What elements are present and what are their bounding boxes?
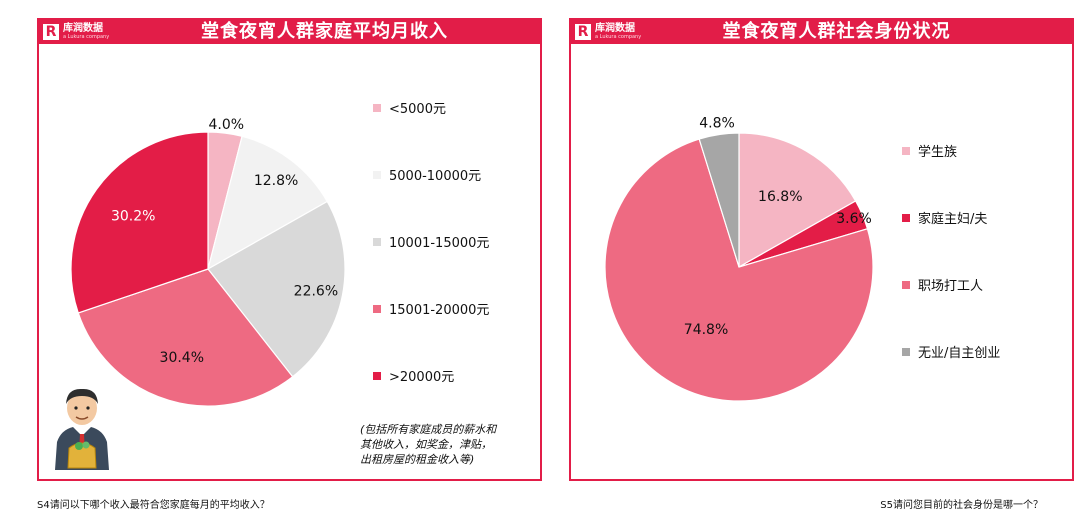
legend-label: >20000元 bbox=[389, 370, 455, 385]
legend-label: <5000元 bbox=[389, 102, 446, 117]
legend-item: 学生族 bbox=[902, 141, 957, 160]
legend-label: 学生族 bbox=[918, 145, 958, 160]
slice-value-label: 16.8% bbox=[758, 189, 802, 205]
legend-item: 职场打工人 bbox=[902, 275, 983, 294]
legend-swatch bbox=[373, 371, 381, 380]
pie-slice bbox=[698, 132, 740, 268]
slice-value-label: 4.8% bbox=[699, 116, 735, 132]
identity-chart-panel: R 库润数据 a Lukura company 堂食夜宵人群社会身份状况 16.… bbox=[569, 18, 1074, 481]
legend-swatch bbox=[373, 103, 381, 112]
income-pie-chart: 4.0% 12.8% 22.6% 30.4% 30.2% bbox=[70, 117, 346, 407]
legend-label: 家庭主妇/夫 bbox=[918, 212, 988, 227]
legend-item: 15001-20000元 bbox=[373, 299, 489, 318]
legend-swatch bbox=[373, 304, 381, 313]
chart-title: 堂食夜宵人群社会身份状况 bbox=[722, 21, 951, 42]
slice-value-label: 74.8% bbox=[684, 322, 728, 338]
legend-item: 5000-10000元 bbox=[373, 165, 481, 184]
legend-item: 无业/自主创业 bbox=[902, 342, 1000, 361]
legend-swatch bbox=[902, 146, 910, 155]
question-text-left: S4请问以下哪个收入最符合您家庭每月的平均收入？ bbox=[37, 500, 270, 511]
logo-mark: R bbox=[575, 24, 591, 40]
logo-name-en: a Lukura company bbox=[63, 34, 110, 40]
logo-name-cn: 库润数据 bbox=[595, 23, 635, 34]
legend-item: 家庭主妇/夫 bbox=[902, 208, 987, 227]
brand-logo: R 库润数据 a Lukura company bbox=[575, 23, 641, 41]
legend-swatch bbox=[373, 170, 381, 179]
legend-label: 无业/自主创业 bbox=[918, 346, 1001, 361]
legend-swatch bbox=[902, 280, 910, 289]
businessman-illustration bbox=[55, 388, 109, 470]
legend-item: <5000元 bbox=[373, 98, 446, 117]
slice-value-label: 4.0% bbox=[209, 117, 245, 133]
panel-header: R 库润数据 a Lukura company 堂食夜宵人群家庭平均月收入 bbox=[39, 20, 540, 44]
legend-swatch bbox=[902, 347, 910, 356]
pie-slice bbox=[70, 131, 209, 314]
legend-swatch bbox=[373, 237, 381, 246]
legend-item: 10001-15000元 bbox=[373, 232, 489, 251]
logo-name-en: a Lukura company bbox=[595, 34, 642, 40]
pie-slice bbox=[207, 135, 329, 271]
legend-label: 5000-10000元 bbox=[389, 169, 482, 184]
slice-value-label: 22.6% bbox=[294, 283, 338, 299]
legend-label: 职场打工人 bbox=[918, 279, 984, 294]
brand-logo: R 库润数据 a Lukura company bbox=[43, 23, 109, 41]
income-note: (包括所有家庭成员的薪水和其他收入，如奖金，津贴，出租房屋的租金收入等) bbox=[360, 423, 497, 466]
logo-mark: R bbox=[43, 24, 59, 40]
question-text-right: S5请问您目前的社会身份是哪一个？ bbox=[880, 500, 1043, 511]
pie-slice bbox=[77, 268, 294, 407]
identity-pie-chart: 16.8% 3.6% 74.8% 4.8% bbox=[604, 116, 874, 402]
pie-slice bbox=[207, 200, 346, 378]
slice-value-label: 30.2% bbox=[111, 208, 155, 224]
logo-name-cn: 库润数据 bbox=[63, 23, 103, 34]
legend-swatch bbox=[902, 213, 910, 222]
slice-value-label: 12.8% bbox=[254, 173, 298, 189]
pie-slice bbox=[738, 132, 857, 269]
income-chart-panel: R 库润数据 a Lukura company 堂食夜宵人群家庭平均月收入 4.… bbox=[37, 18, 542, 481]
pie-slice bbox=[604, 138, 874, 402]
panel-header: R 库润数据 a Lukura company 堂食夜宵人群社会身份状况 bbox=[571, 20, 1072, 44]
legend-item: >20000元 bbox=[373, 366, 454, 385]
legend-label: 15001-20000元 bbox=[389, 303, 490, 318]
slice-value-label: 3.6% bbox=[836, 211, 872, 227]
slice-value-label: 30.4% bbox=[160, 350, 204, 366]
legend-label: 10001-15000元 bbox=[389, 236, 490, 251]
chart-title: 堂食夜宵人群家庭平均月收入 bbox=[201, 21, 448, 42]
